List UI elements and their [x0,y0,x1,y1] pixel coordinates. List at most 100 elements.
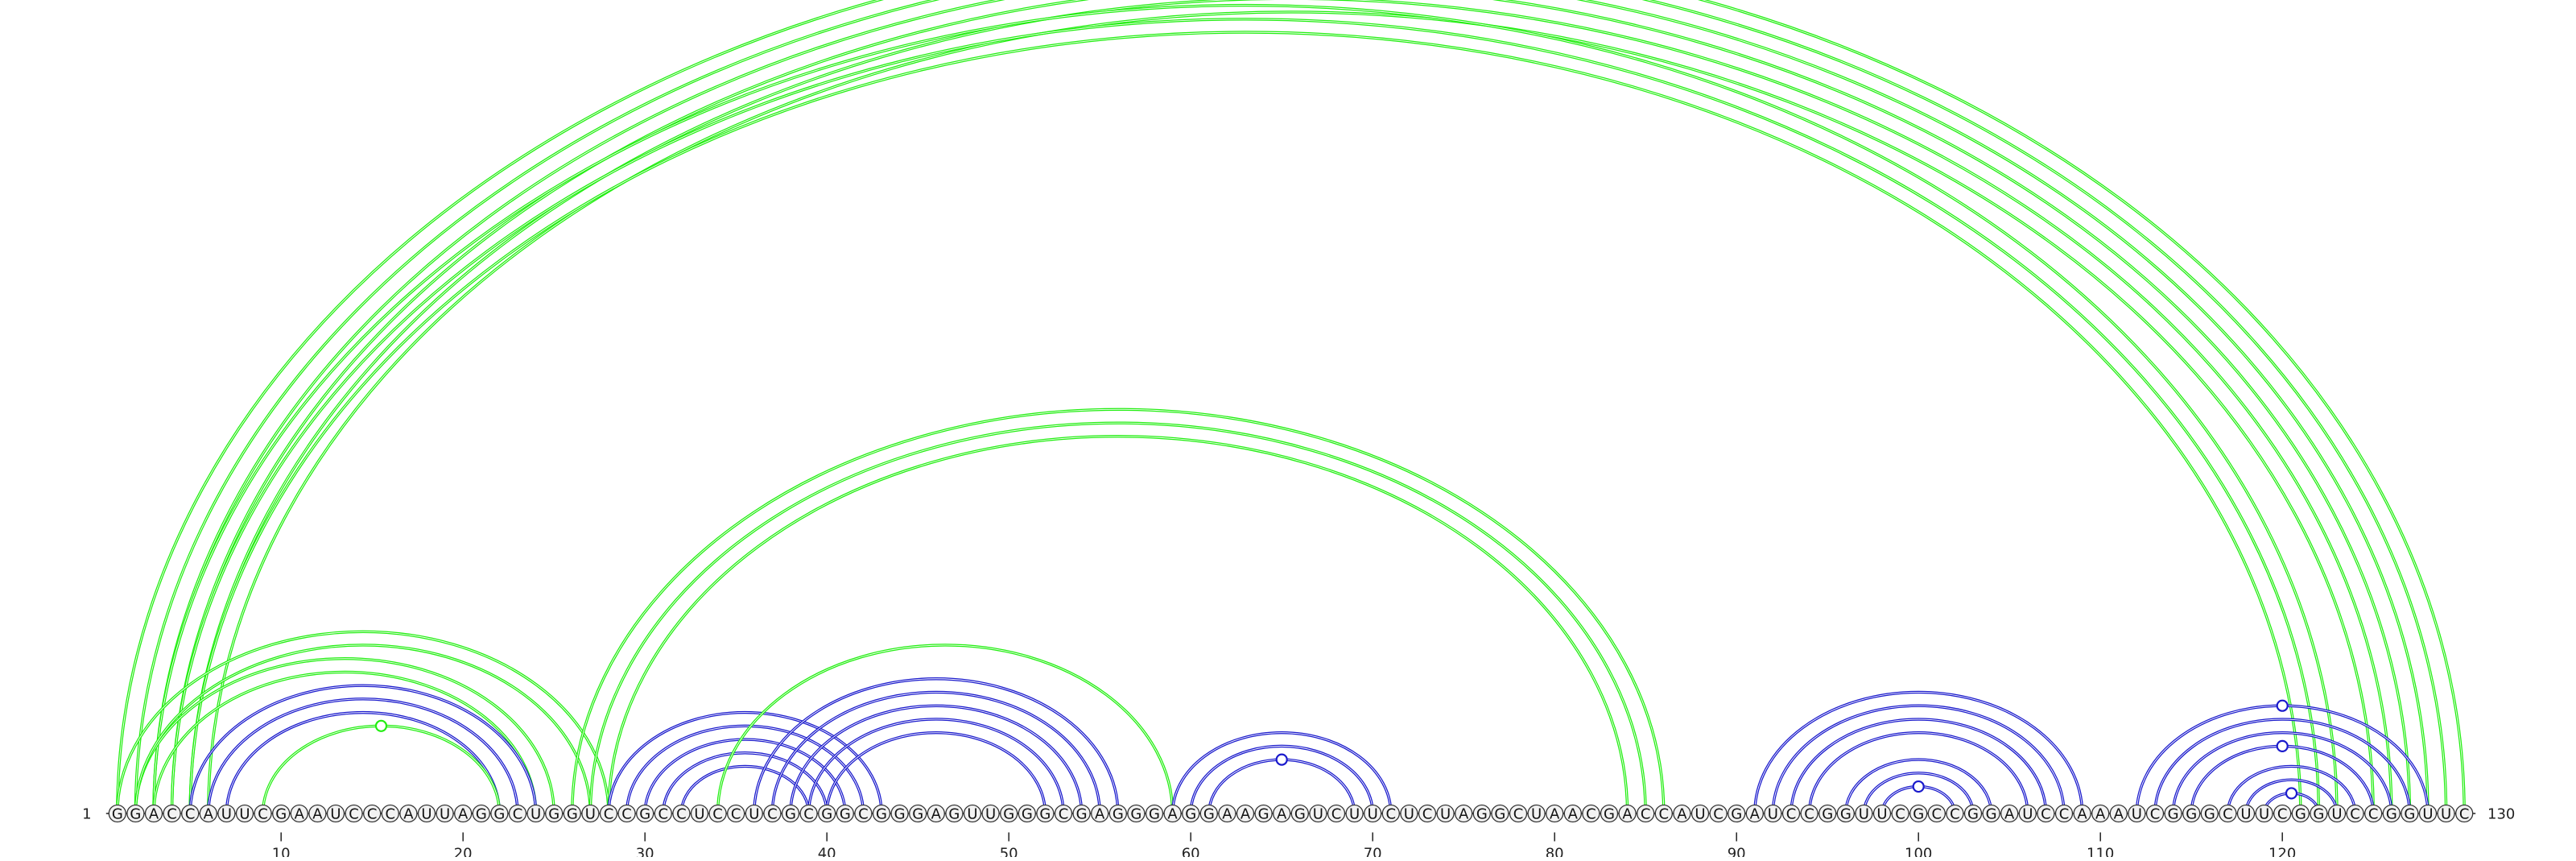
nucleotide-letter: G [1039,806,1051,823]
nucleotide-117: C [2219,804,2237,823]
nucleotide-letter: G [948,806,960,823]
nucleotide-circle [581,804,600,823]
nucleotide-56: G [1108,804,1127,823]
nucleotide-104: G [1982,804,2000,823]
nucleotide-25: G [545,804,564,823]
nucleotide-letter: G [876,806,887,823]
nucleotide-letter: A [2004,806,2015,823]
loop-marker-9-22 [374,719,388,732]
nucleotide-circle [963,804,982,823]
nucleotide-letter: G [2186,806,2197,823]
nucleotide-circle [490,804,509,823]
nucleotide-circle [2145,804,2165,823]
nucleotide-letter: C [349,806,359,823]
nucleotide-3: A [144,804,163,823]
nucleotide-letter: G [1476,806,1488,823]
nucleotide-circle [2310,804,2328,823]
nucleotide-circle [2164,804,2182,823]
nucleotide-letter: G [1294,806,1306,823]
nucleotide-87: A [1673,804,1691,823]
nucleotide-letter: G [2168,806,2179,823]
nucleotide-letter: C [2059,806,2070,823]
nucleotide-letter: U [1440,806,1451,823]
nucleotide-circle [2273,804,2292,823]
nucleotide-letter: A [1167,806,1178,823]
nucleotide-53: C [1054,804,1073,823]
nucleotide-circle [545,804,564,823]
nucleotide-circle [745,804,763,823]
nucleotide-99: C [1891,804,1909,823]
sequence-start-label: 1 [82,806,91,823]
nucleotide-letter: A [1550,806,1560,823]
nucleotide-circle [1455,804,1473,823]
nucleotide-letter: A [1277,806,1287,823]
nucleotide-10: G [272,804,291,823]
nucleotide-letter: U [2441,806,2451,823]
arc-gap-6-125 [208,11,2374,814]
nucleotide-circle [308,804,327,823]
nucleotide-113: C [2145,804,2165,823]
nucleotide-letter: C [1641,806,1651,823]
nucleotide-118: U [2236,804,2256,823]
nucleotide-69: U [1345,804,1364,823]
nucleotide-circle [890,804,909,823]
arc-gap-3-128 [153,0,2429,814]
nucleotide-circle [2182,804,2201,823]
nucleotide-letter: G [894,806,906,823]
nucleotide-88: U [1690,804,1710,823]
arc-gap-96-104 [1845,759,1992,814]
nucleotide-circle [436,804,454,823]
nucleotide-43: G [872,804,891,823]
nucleotide-letter: U [421,806,431,823]
arc-blue-91-109 [1753,690,2084,814]
tick-label-70: 70 [1364,846,1382,858]
nucleotide-circle [599,804,618,823]
nucleotide-circle [1309,804,1327,823]
nucleotide-circle [636,804,654,823]
nucleotide-45: G [909,804,927,823]
nucleotide-circle [727,804,745,823]
nucleotide-circle [2418,804,2438,823]
nucleotide-letter: A [1750,806,1761,823]
nucleotide-circle [108,804,126,823]
nucleotide-circle [2128,804,2146,823]
arc-gap-114-126 [2173,732,2392,814]
nucleotide-32: C [672,804,691,823]
arc-blue-31-40 [662,751,828,814]
nucleotide-letter: G [1130,806,1141,823]
nucleotide-letter: C [2150,806,2161,823]
nucleotide-110: A [2091,804,2110,823]
nucleotide-letter: C [858,806,869,823]
nucleotide-103: G [1963,804,1983,823]
arc-green-6-125 [207,10,2375,814]
nucleotide-35: C [727,804,745,823]
nucleotide-letter: G [275,806,287,823]
nucleotide-letter: C [1804,806,1814,823]
arc-gap-93-107 [1790,718,2046,814]
nucleotide-circle [144,804,163,823]
nucleotide-circle [2291,804,2310,823]
nucleotide-letter: G [1986,806,1997,823]
nucleotide-letter: G [840,806,851,823]
nucleotide-letter: U [985,806,996,823]
nucleotide-letter: C [1713,806,1724,823]
nucleotide-125: C [2364,804,2383,823]
nucleotide-101: C [1927,804,1946,823]
nucleotide-105: A [2000,804,2019,823]
nucleotide-39: C [799,804,818,823]
nucleotide-50: G [1000,804,1018,823]
nucleotide-circle [454,804,473,823]
arc-gap-4-122 [171,18,2319,814]
nucleotide-letter: U [1695,806,1705,823]
nucleotide-circle [617,804,636,823]
nucleotide-2: G [126,804,145,823]
nucleotide-letter: A [204,806,214,823]
nucleotide-79: U [1527,804,1546,823]
nucleotide-circle [363,804,382,823]
nucleotide-letter: G [1185,806,1196,823]
nucleotide-letter: G [821,806,832,823]
nucleotide-letter: A [458,806,469,823]
nucleotide-circle [1436,804,1455,823]
nucleotide-letter: G [1913,806,1924,823]
nucleotide-82: C [1582,804,1600,823]
